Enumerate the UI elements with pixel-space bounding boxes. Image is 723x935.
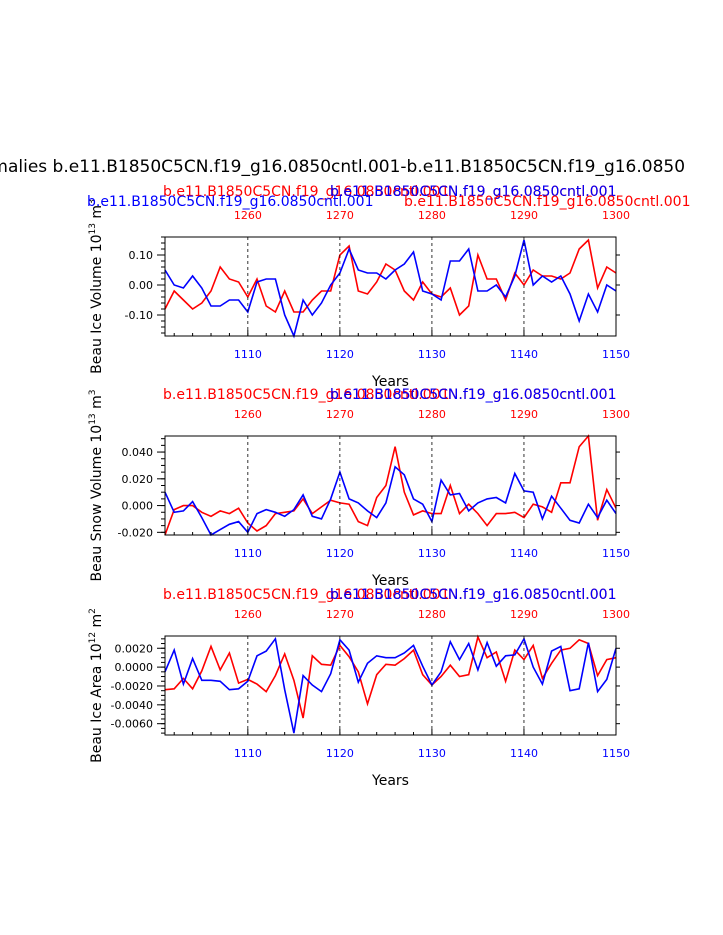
snow-volume-panel: -0.020 0.000 0.020 0.040 1110 1120 1130 1140 115… — [88, 387, 630, 589]
y-axis-label-main: Beau Snow Volume 10 — [89, 425, 105, 582]
top-x-tick-label: 1260 — [234, 408, 262, 421]
y-tick-label: -0.020 — [118, 526, 153, 539]
y-axis-label: Beau Ice Area 1012 m2 — [88, 608, 105, 763]
top-x-tick-label: 1300 — [602, 608, 630, 621]
y-axis-label-unit-exponent: 3 — [88, 390, 98, 396]
blue-series-line — [164, 239, 617, 339]
top-x-tick-label: 1280 — [418, 608, 446, 621]
y-tick-label: 0.040 — [122, 446, 154, 459]
ice-volume-panel: -0.10 0.00 0.10 1110 1120 1130 1140 1150 1260 127… — [87, 184, 690, 390]
bottom-x-tick-label: 1120 — [326, 547, 354, 560]
top-x-tick-label: 1290 — [510, 209, 538, 222]
bottom-x-tick-label: 1140 — [510, 747, 538, 760]
y-axis-label-unit: m — [89, 614, 105, 632]
red-series-line — [164, 634, 617, 719]
y-tick-label: 0.000 — [122, 500, 154, 513]
x-axis-label: Years — [371, 573, 409, 589]
bottom-x-tick-label: 1150 — [602, 547, 630, 560]
bottom-x-tick-label: 1130 — [418, 747, 446, 760]
y-tick-label: -0.0060 — [111, 718, 153, 731]
top-x-tick-label: 1300 — [602, 408, 630, 421]
bottom-x-tick-label: 1130 — [418, 547, 446, 560]
x-axis-label: Years — [371, 374, 409, 390]
top-x-tick-label: 1270 — [326, 608, 354, 621]
top-x-tick-label: 1280 — [418, 408, 446, 421]
top-x-tick-label: 1280 — [418, 209, 446, 222]
y-tick-label: 0.020 — [122, 473, 154, 486]
y-axis-label-exponent: 13 — [88, 223, 98, 234]
bottom-x-tick-label: 1140 — [510, 348, 538, 361]
top-x-tick-label: 1290 — [510, 408, 538, 421]
y-tick-label: 0.0000 — [115, 661, 154, 674]
bottom-x-tick-label: 1120 — [326, 747, 354, 760]
blue-series-line — [164, 636, 617, 734]
y-tick-label: -0.10 — [125, 309, 153, 322]
red-run-title-left: b.e11.B1850C5CN.f19_g16.0850cntl.001 — [163, 587, 449, 603]
bottom-x-tick-label: 1110 — [234, 348, 262, 361]
y-axis-label: Beau Ice Volume 1013 m3 — [88, 199, 105, 374]
red-run-title-right: b.e11.B1850C5CN.f19_g16.0850cntl.001 — [330, 184, 616, 200]
bottom-x-tick-label: 1140 — [510, 547, 538, 560]
y-axis-label-unit: m — [89, 205, 105, 223]
bottom-x-tick-label: 1150 — [602, 348, 630, 361]
y-axis-label-unit-exponent: 2 — [88, 608, 98, 614]
top-x-tick-label: 1260 — [234, 608, 262, 621]
red-series-line — [164, 238, 617, 317]
red-series-line — [164, 434, 617, 536]
y-axis-label-main: Beau Ice Volume 10 — [89, 234, 105, 373]
bottom-x-tick-label: 1130 — [418, 348, 446, 361]
y-axis-label: Beau Snow Volume 1013 m3 — [88, 390, 105, 582]
y-axis-label-unit: m — [89, 395, 105, 413]
bottom-x-tick-label: 1110 — [234, 547, 262, 560]
y-axis-label-exponent: 12 — [88, 632, 98, 643]
red-run-title-right: b.e11.B1850C5CN.f19_g16.0850cntl.001 — [330, 387, 616, 403]
top-x-tick-label: 1270 — [326, 408, 354, 421]
red-run-title-right: b.e11.B1850C5CN.f19_g16.0850cntl.001 — [330, 587, 616, 603]
blue-series-line — [164, 465, 617, 537]
page-title: omalies b.e11.B1850C5CN.f19_g16.0850cntl… — [0, 157, 685, 177]
bottom-x-tick-label: 1120 — [326, 348, 354, 361]
ice-area-panel: -0.0060 -0.0040 -0.0020 0.0000 0.0020 1110 112… — [88, 587, 630, 789]
y-axis-label-unit-exponent: 3 — [88, 199, 98, 205]
red-run-title-left: b.e11.B1850C5CN.f19_g16.0850cntl.001 — [163, 387, 449, 403]
y-axis-label-exponent: 13 — [88, 413, 98, 424]
bottom-x-tick-label: 1150 — [602, 747, 630, 760]
blue-run-title-2: b.e11.B1850C5CN.f19_g16.0850cntl.001 — [330, 184, 616, 200]
x-axis-label: Years — [371, 773, 409, 789]
y-tick-label: 0.0020 — [115, 642, 154, 655]
blue-run-title: b.e11.B1850C5CN.f19_g16.0850cntl.001 — [330, 587, 616, 603]
top-x-tick-label: 1290 — [510, 608, 538, 621]
top-x-tick-label: 1300 — [602, 209, 630, 222]
plot-frame — [164, 635, 617, 736]
y-tick-label: -0.0040 — [111, 699, 153, 712]
blue-run-title: b.e11.B1850C5CN.f19_g16.0850cntl.001 — [87, 194, 373, 210]
plot-frame — [164, 236, 617, 337]
top-x-tick-label: 1260 — [234, 209, 262, 222]
blue-run-title: b.e11.B1850C5CN.f19_g16.0850cntl.001 — [330, 387, 616, 403]
red-run-title-2: b.e11.B1850C5CN.f19_g16.0850cntl.001 — [404, 194, 690, 210]
y-axis-label-main: Beau Ice Area 10 — [89, 643, 105, 763]
y-tick-label: -0.0020 — [111, 680, 153, 693]
top-x-tick-label: 1270 — [326, 209, 354, 222]
bottom-x-tick-label: 1110 — [234, 747, 262, 760]
red-run-title-left: b.e11.B1850C5CN.f19_g16.0850cntl.001 — [163, 184, 449, 200]
y-tick-label: 0.00 — [129, 279, 154, 292]
y-tick-label: 0.10 — [129, 249, 154, 262]
